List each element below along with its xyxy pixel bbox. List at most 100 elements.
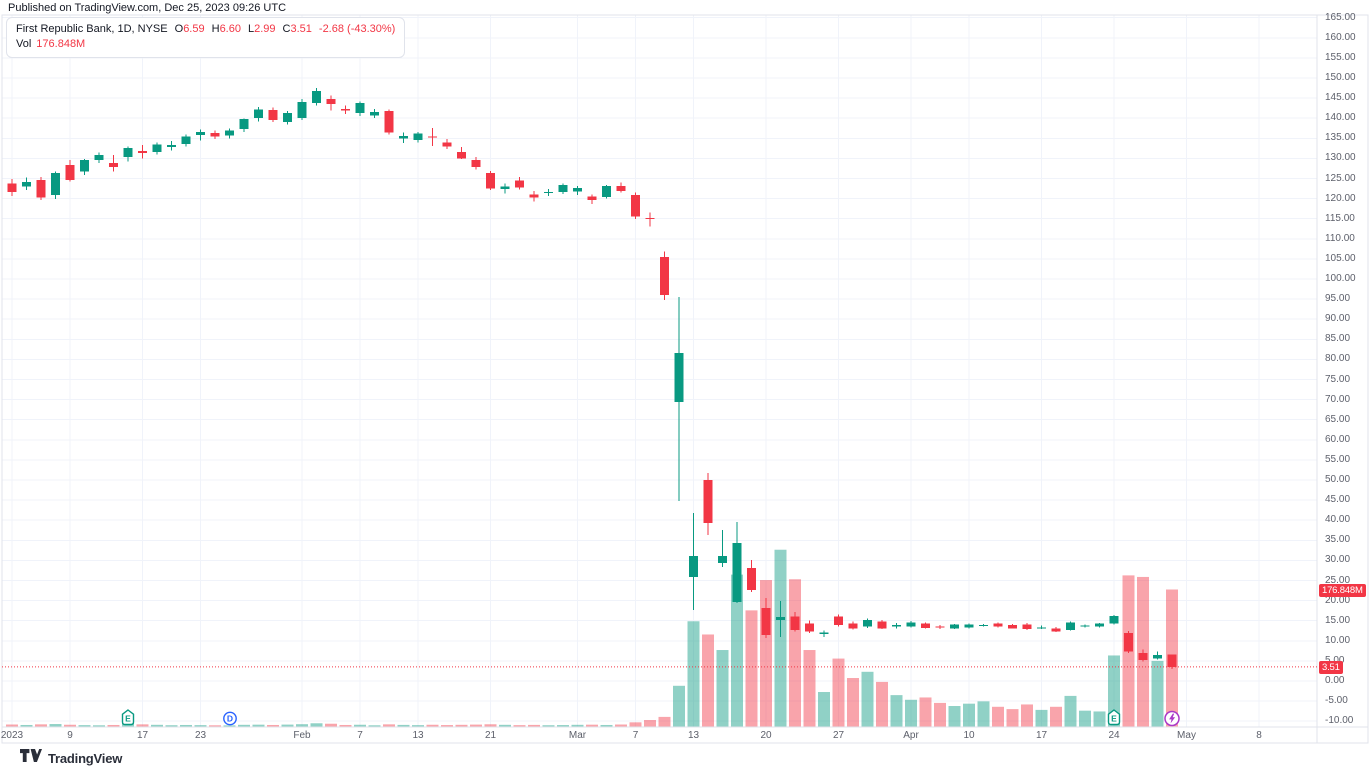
candle-body bbox=[152, 144, 162, 152]
candle-body bbox=[1138, 652, 1148, 661]
candle-body bbox=[486, 172, 495, 189]
volume-bar bbox=[1050, 706, 1062, 727]
volume-bar bbox=[397, 724, 410, 727]
earnings-marker-icon[interactable]: E bbox=[1106, 709, 1122, 731]
candle-body bbox=[80, 160, 89, 172]
volume-bar bbox=[992, 706, 1004, 727]
volume-bar bbox=[832, 658, 845, 727]
candle-body bbox=[94, 155, 104, 161]
price-tick-label: 25.00 bbox=[1325, 574, 1351, 586]
volume-bar bbox=[1108, 655, 1120, 727]
volume-bar bbox=[658, 716, 671, 727]
volume-label: Vol bbox=[16, 38, 32, 50]
candle-body bbox=[1124, 632, 1133, 652]
svg-text:E: E bbox=[1111, 713, 1117, 723]
volume-bar bbox=[165, 725, 178, 727]
legend-symbol-row: First Republic Bank, 1D, NYSE O6.59 H6.60 L… bbox=[16, 22, 395, 37]
candle-body bbox=[834, 616, 843, 626]
price-tick-label: 160.00 bbox=[1325, 31, 1356, 43]
candle-body bbox=[283, 112, 292, 123]
date-tick-label: 9 bbox=[67, 730, 73, 741]
low-value: L2.99 bbox=[247, 23, 276, 35]
price-tick-label: 75.00 bbox=[1325, 373, 1351, 385]
price-tick-label: 65.00 bbox=[1325, 413, 1351, 425]
date-tick-label: 23 bbox=[194, 730, 207, 741]
candle-body bbox=[906, 622, 916, 627]
candle-body bbox=[312, 90, 321, 103]
svg-text:E: E bbox=[125, 713, 131, 723]
date-tick-label: Feb bbox=[293, 730, 311, 741]
volume-bar bbox=[702, 634, 714, 727]
candle-body bbox=[399, 135, 408, 139]
price-tick-label: 10.00 bbox=[1325, 634, 1351, 646]
candle-body bbox=[921, 623, 930, 628]
volume-bar bbox=[180, 724, 192, 727]
dividend-marker-icon[interactable]: D bbox=[222, 711, 237, 731]
candle-body bbox=[181, 136, 191, 144]
volume-bar bbox=[93, 725, 105, 727]
date-tick-label: 24 bbox=[1108, 730, 1120, 741]
date-tick-label: 7 bbox=[632, 730, 639, 741]
volume-bar bbox=[861, 671, 874, 727]
candle-body bbox=[326, 98, 336, 105]
volume-axis-badge: 176.848M bbox=[1319, 583, 1366, 597]
volume-bar bbox=[818, 692, 830, 727]
candle-body bbox=[674, 352, 684, 403]
date-tick-label: 21 bbox=[484, 730, 497, 741]
candle-body bbox=[138, 150, 147, 154]
candle-body bbox=[732, 543, 742, 602]
price-tick-label: -5.00 bbox=[1325, 695, 1348, 707]
candle-body bbox=[631, 194, 640, 217]
candle-body bbox=[1153, 654, 1162, 659]
volume-bar bbox=[426, 724, 439, 727]
price-tick-label: 165.00 bbox=[1325, 11, 1356, 23]
volume-bar bbox=[513, 725, 526, 727]
volume-bar bbox=[136, 724, 149, 727]
volume-bar bbox=[731, 574, 743, 727]
date-tick-label: 17 bbox=[1035, 730, 1048, 741]
volume-bar bbox=[64, 724, 76, 727]
candle-body bbox=[950, 624, 959, 629]
candle-body bbox=[689, 555, 698, 577]
flash-event-marker-icon[interactable] bbox=[1164, 710, 1181, 732]
volume-bar bbox=[122, 723, 134, 727]
volume-bar bbox=[441, 725, 453, 727]
candle-body bbox=[1066, 622, 1075, 630]
volume-bar bbox=[252, 724, 265, 727]
date-tick-label: May bbox=[1177, 730, 1196, 741]
high-value: H6.60 bbox=[211, 23, 241, 35]
volume-bar bbox=[6, 724, 18, 727]
candle-body bbox=[1037, 627, 1046, 629]
candle-body bbox=[848, 623, 858, 629]
volume-bar bbox=[455, 724, 468, 727]
tradingview-attribution[interactable]: TradingView bbox=[20, 749, 122, 767]
candle-body bbox=[268, 110, 278, 120]
volume-bar bbox=[1151, 660, 1164, 727]
volume-bar bbox=[557, 725, 569, 727]
volume-bar bbox=[629, 722, 642, 727]
volume-bar bbox=[484, 724, 497, 727]
price-tick-label: 155.00 bbox=[1325, 51, 1356, 63]
date-tick-label: 10 bbox=[963, 730, 975, 741]
volume-bar bbox=[789, 579, 801, 727]
date-tick-label: 17 bbox=[136, 730, 149, 741]
price-tick-label: 100.00 bbox=[1325, 273, 1356, 284]
candle-body bbox=[805, 623, 814, 632]
volume-value: 176.848M bbox=[36, 38, 86, 50]
volume-bar bbox=[528, 724, 540, 727]
candle-body bbox=[341, 108, 350, 111]
candle-body bbox=[1008, 625, 1017, 629]
candle-body bbox=[239, 119, 249, 130]
candle-body bbox=[210, 133, 220, 137]
earnings-marker-icon[interactable]: E bbox=[120, 709, 136, 731]
volume-bar bbox=[354, 724, 366, 727]
volume-bar bbox=[948, 706, 961, 727]
candle-body bbox=[790, 616, 800, 630]
date-tick-label: 27 bbox=[832, 730, 845, 741]
volume-bar bbox=[310, 723, 323, 727]
candle-body bbox=[109, 162, 118, 167]
price-tick-label: 5.00 bbox=[1325, 655, 1344, 666]
price-tick-label: 125.00 bbox=[1325, 172, 1356, 184]
